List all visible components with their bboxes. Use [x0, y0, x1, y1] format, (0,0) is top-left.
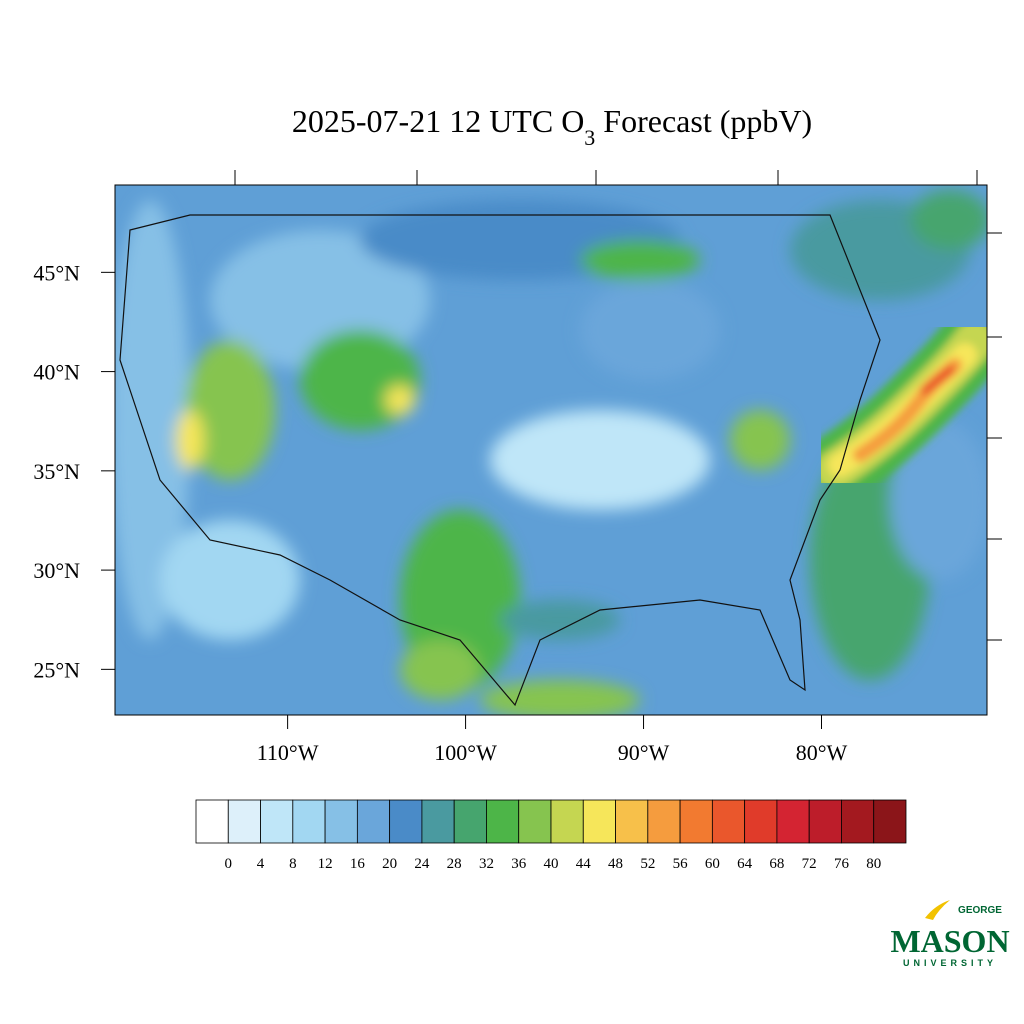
colorbar-box — [647, 799, 681, 844]
title-sub: 3 — [584, 125, 595, 150]
colorbar-label: 24 — [414, 856, 430, 872]
colorbar-label: 4 — [257, 856, 265, 872]
y-tick-label: 30°N — [33, 558, 80, 583]
colorbar-box — [841, 799, 875, 844]
x-tick-label: 100°W — [434, 740, 497, 765]
colorbar-label: 28 — [447, 856, 462, 872]
colorbar-box — [550, 799, 584, 844]
y-tick-label: 25°N — [33, 657, 80, 682]
logo: GEORGE MASON UNIVERSITY — [890, 900, 1010, 968]
colorbar-label: 32 — [479, 856, 494, 872]
colorbar-box — [711, 799, 746, 844]
colorbar-box — [518, 799, 552, 844]
colorbar-label: 36 — [511, 856, 527, 872]
colorbar-box — [453, 799, 487, 844]
colorbar-box — [873, 799, 907, 844]
colorbar-box — [486, 799, 520, 844]
colorbar-label: 0 — [225, 856, 233, 872]
colorbar-label: 12 — [318, 856, 333, 872]
colorbar-label: 44 — [576, 856, 592, 872]
map-field — [115, 185, 987, 715]
colorbar-label: 80 — [866, 856, 881, 872]
frame-ticks — [234, 170, 1002, 641]
colorbar-box — [324, 799, 358, 844]
colorbar-box — [356, 799, 391, 844]
logo-main: MASON — [890, 923, 1009, 959]
colorbar-label: 40 — [544, 856, 559, 872]
colorbar-box — [227, 799, 261, 844]
colorbar-box — [776, 799, 810, 844]
title: 2025-07-21 12 UTC O3 Forecast (ppbV) — [292, 103, 812, 150]
colorbar-box — [292, 799, 326, 844]
colorbar-box — [421, 799, 455, 844]
colorbar-label: 64 — [737, 856, 753, 872]
colorbar-label: 16 — [350, 856, 366, 872]
colorbar-label: 72 — [802, 856, 817, 872]
colorbar-label: 20 — [382, 856, 397, 872]
title-main: 2025-07-21 12 UTC O — [292, 103, 584, 139]
colorbar-box — [260, 799, 294, 844]
colorbar-label: 8 — [289, 856, 297, 872]
axes: 110°W 100°W 90°W 80°W 45°N 40°N 35°N 30°N 25°N — [33, 260, 847, 765]
map-frame — [114, 184, 988, 716]
logo-top: GEORGE — [958, 905, 1002, 916]
y-tick-label: 35°N — [33, 459, 80, 484]
colorbar-box — [744, 799, 778, 844]
colorbar-label: 68 — [769, 856, 784, 872]
coastline — [119, 214, 881, 707]
logo-bottom: UNIVERSITY — [903, 958, 997, 968]
y-tick-label: 40°N — [33, 360, 80, 385]
title-rest: Forecast (ppbV) — [595, 103, 812, 139]
colorbar-label: 76 — [834, 856, 850, 872]
y-tick-label: 45°N — [33, 260, 80, 285]
colorbar-box — [195, 799, 229, 844]
x-tick-label: 90°W — [618, 740, 670, 765]
colorbar-box — [582, 799, 616, 844]
colorbar-label: 48 — [608, 856, 623, 872]
colorbar-box — [808, 799, 842, 844]
colorbar-box — [679, 799, 713, 844]
colorbar-box — [389, 799, 423, 844]
colorbar-box — [615, 799, 649, 844]
colorbar-label: 60 — [705, 856, 720, 872]
colorbar-label: 52 — [640, 856, 655, 872]
x-tick-label: 110°W — [257, 740, 319, 765]
x-tick-label: 80°W — [796, 740, 848, 765]
colorbar: 0 4 8 12 16 20 24 28 32 36 40 44 48 52 56 60 64 68 72 76 80 — [195, 799, 907, 872]
colorbar-label: 56 — [673, 856, 689, 872]
